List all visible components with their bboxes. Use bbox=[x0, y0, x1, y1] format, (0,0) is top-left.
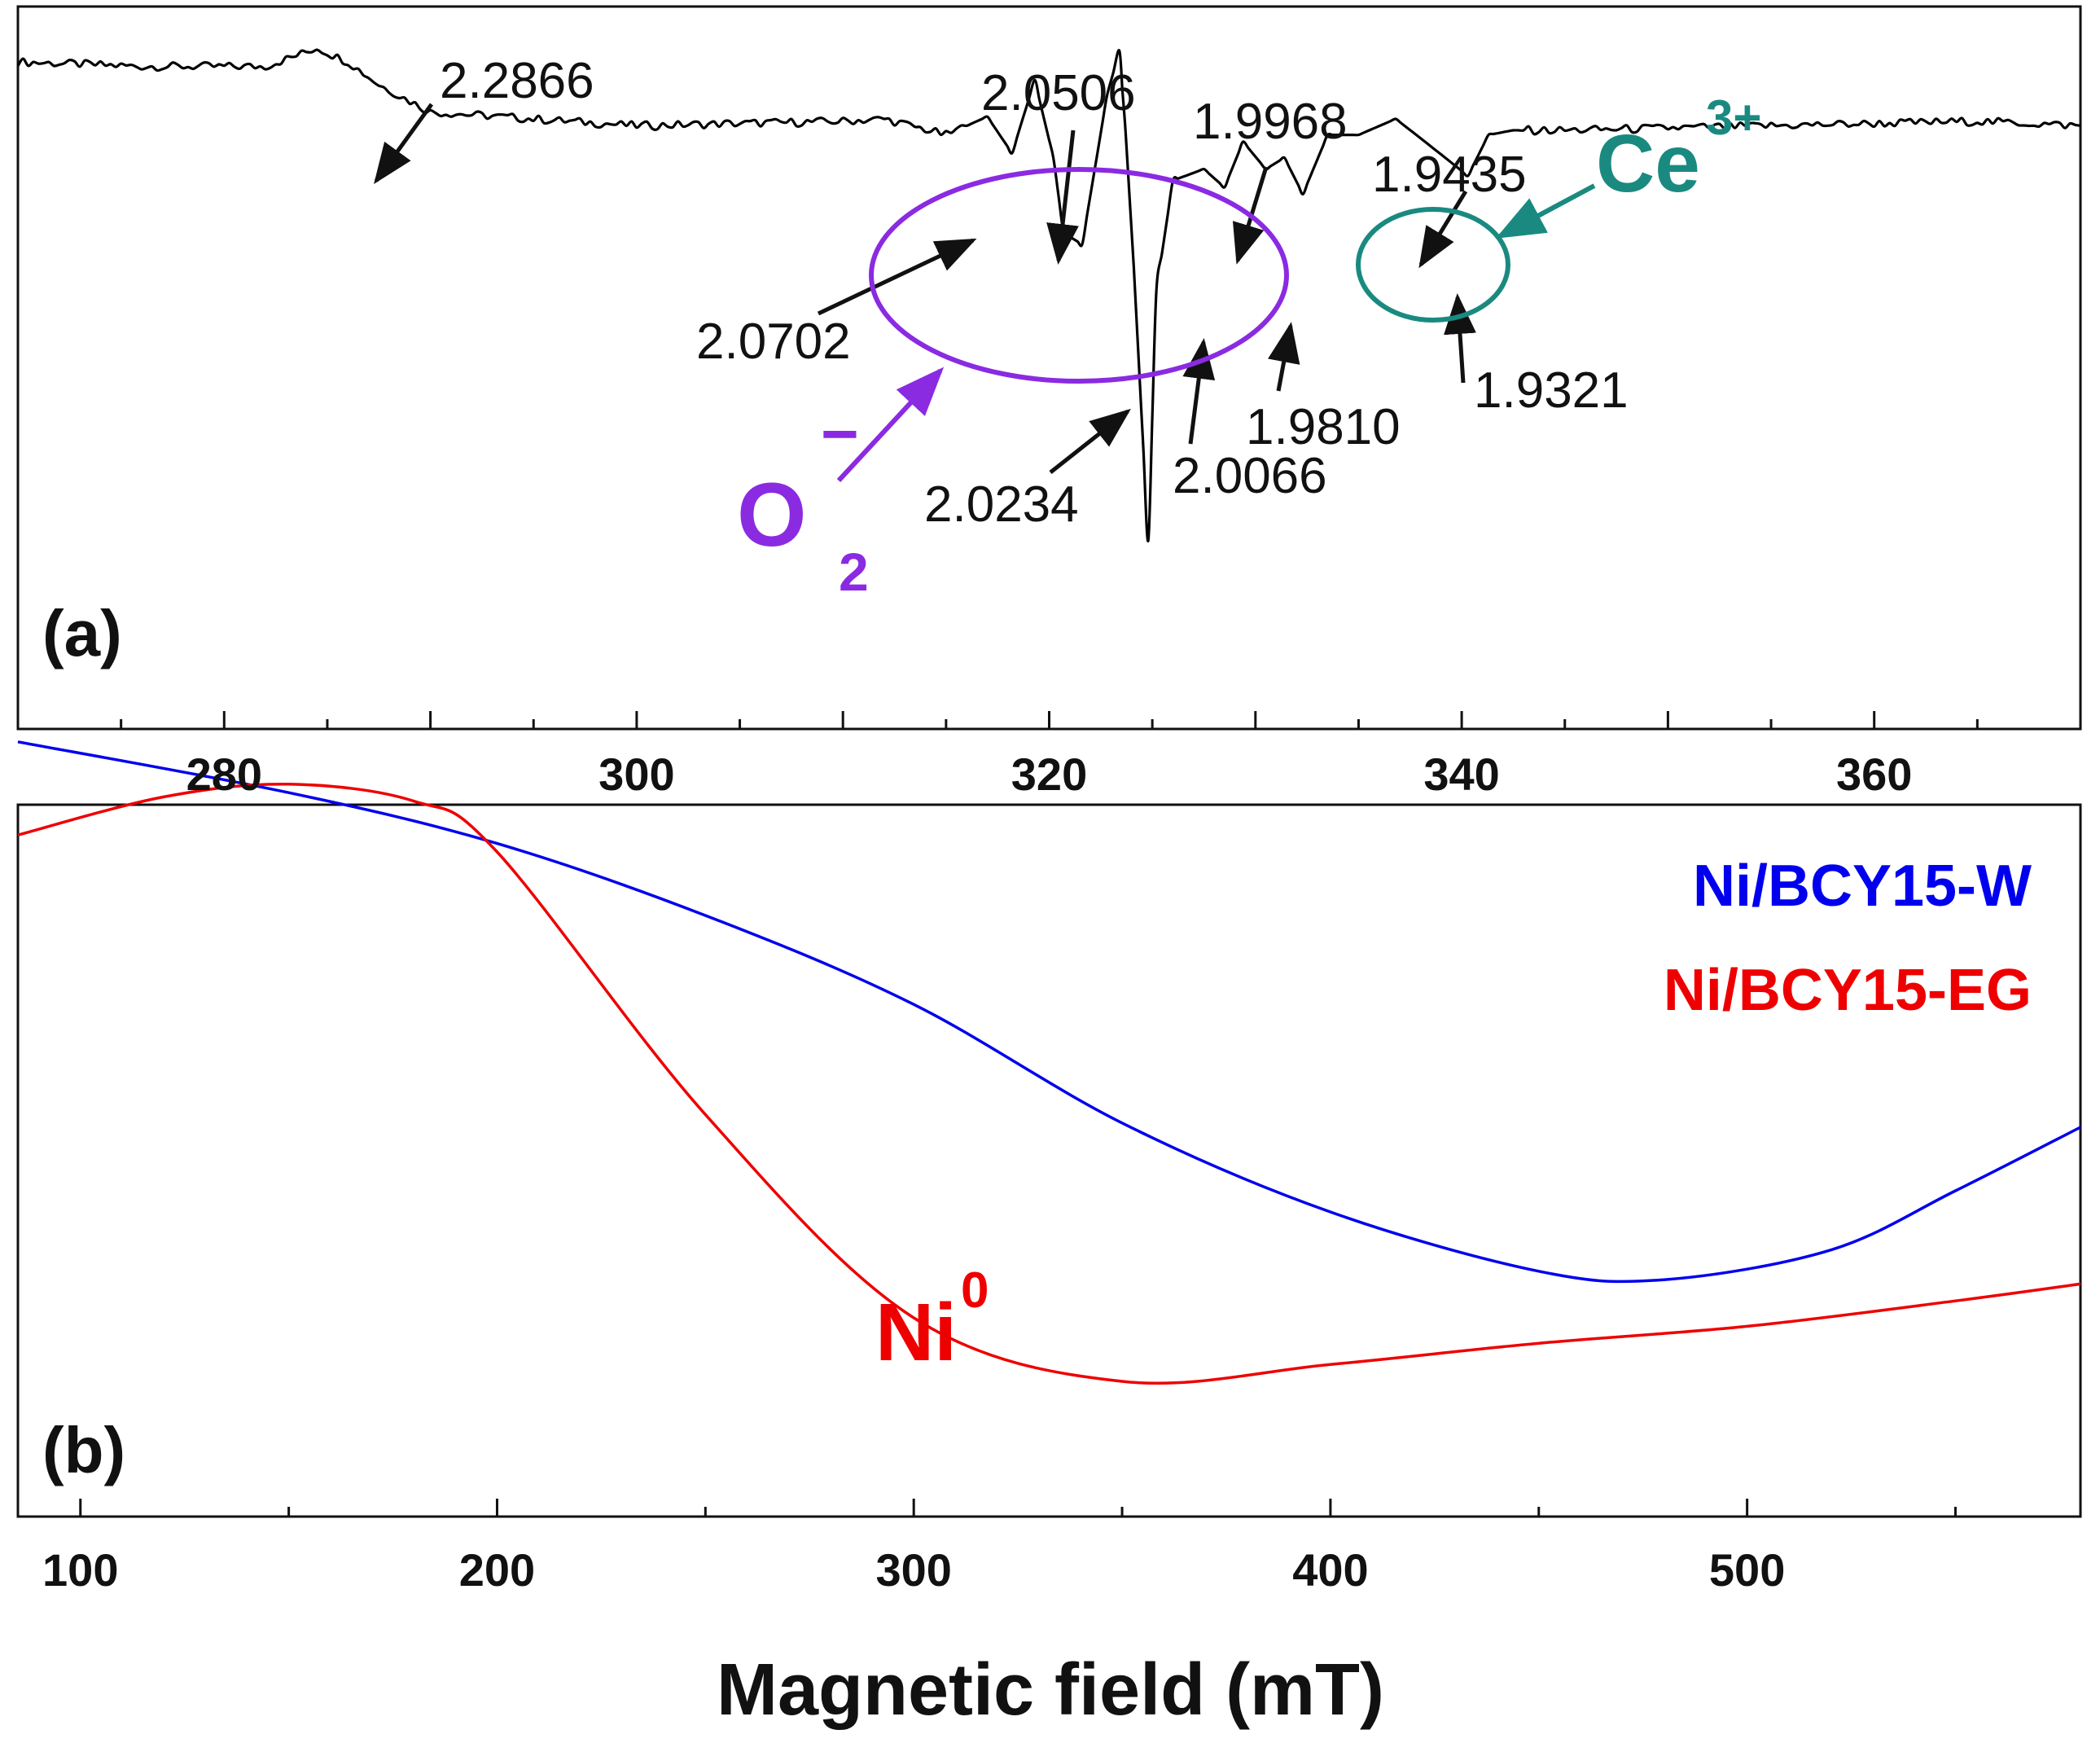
ce-superscript: 3+ bbox=[1706, 90, 1761, 145]
o2-pointer-arrow bbox=[836, 367, 945, 483]
panel-b-tick-label: 300 bbox=[875, 1544, 951, 1596]
g-value-label: 2.0234 bbox=[924, 476, 1079, 533]
ni0-label: Ni bbox=[875, 1287, 957, 1378]
panel-b-frame bbox=[16, 803, 2082, 1518]
panel-b-series-line-0 bbox=[17, 740, 2081, 1284]
legend-entry: Ni/BCY15-EG bbox=[1664, 958, 2032, 1023]
panel-a-tick-label: 320 bbox=[1011, 749, 1087, 800]
panel-a-tick-label: 360 bbox=[1836, 749, 1912, 800]
g-value-label: 1.9321 bbox=[1474, 362, 1629, 419]
ce-pointer-arrow bbox=[1495, 183, 1596, 239]
g-value-arrow bbox=[1268, 322, 1300, 392]
o2-subscript: 2 bbox=[839, 542, 869, 602]
panel-b-label: (b) bbox=[42, 1414, 125, 1486]
o2-region-ellipse bbox=[869, 167, 1289, 384]
ce-region-circle bbox=[1356, 207, 1510, 323]
g-value-arrow bbox=[817, 238, 977, 316]
panel-b-tick-label: 500 bbox=[1709, 1544, 1785, 1596]
o2-species-label: O bbox=[737, 465, 807, 565]
g-value-arrow bbox=[1049, 408, 1131, 474]
panel-b-tick-label: 200 bbox=[459, 1544, 535, 1596]
g-value-arrow bbox=[1418, 190, 1468, 269]
panel-b-series-line-1 bbox=[17, 782, 2081, 1385]
g-value-label: 1.9435 bbox=[1372, 147, 1527, 203]
ce-species-label: Ce bbox=[1596, 118, 1700, 209]
panel-a-tick-label: 280 bbox=[186, 749, 262, 800]
plot-text: 280 300 320 340 360 2.2866 2.0702 2.0506 2.0234 2… bbox=[42, 53, 2032, 1731]
g-value-label: 2.0702 bbox=[696, 314, 851, 370]
panel-a-tick-label: 340 bbox=[1423, 749, 1499, 800]
panel-a-tick-label: 300 bbox=[598, 749, 674, 800]
panel-a-label: (a) bbox=[42, 597, 122, 670]
panel-b-tick-label: 100 bbox=[42, 1544, 118, 1596]
g-value-arrow bbox=[1444, 293, 1476, 384]
ni0-superscript: 0 bbox=[961, 1262, 989, 1319]
g-value-label: 2.0506 bbox=[981, 65, 1136, 121]
g-value-arrow bbox=[374, 103, 434, 185]
g-value-label: 2.0066 bbox=[1173, 448, 1327, 504]
o2-superscript: − bbox=[821, 397, 859, 470]
g-value-arrow bbox=[1046, 130, 1079, 265]
g-value-label: 1.9810 bbox=[1246, 399, 1401, 455]
x-axis-title: Magnetic field (mT) bbox=[717, 1649, 1384, 1731]
g-value-label: 1.9968 bbox=[1193, 94, 1348, 150]
plot-annotations bbox=[374, 103, 1596, 483]
g-value-label: 2.2866 bbox=[440, 53, 594, 109]
panel-b-tick-label: 400 bbox=[1292, 1544, 1368, 1596]
plot-ticks bbox=[16, 711, 2082, 1517]
legend-entry: Ni/BCY15-W bbox=[1693, 854, 2032, 919]
